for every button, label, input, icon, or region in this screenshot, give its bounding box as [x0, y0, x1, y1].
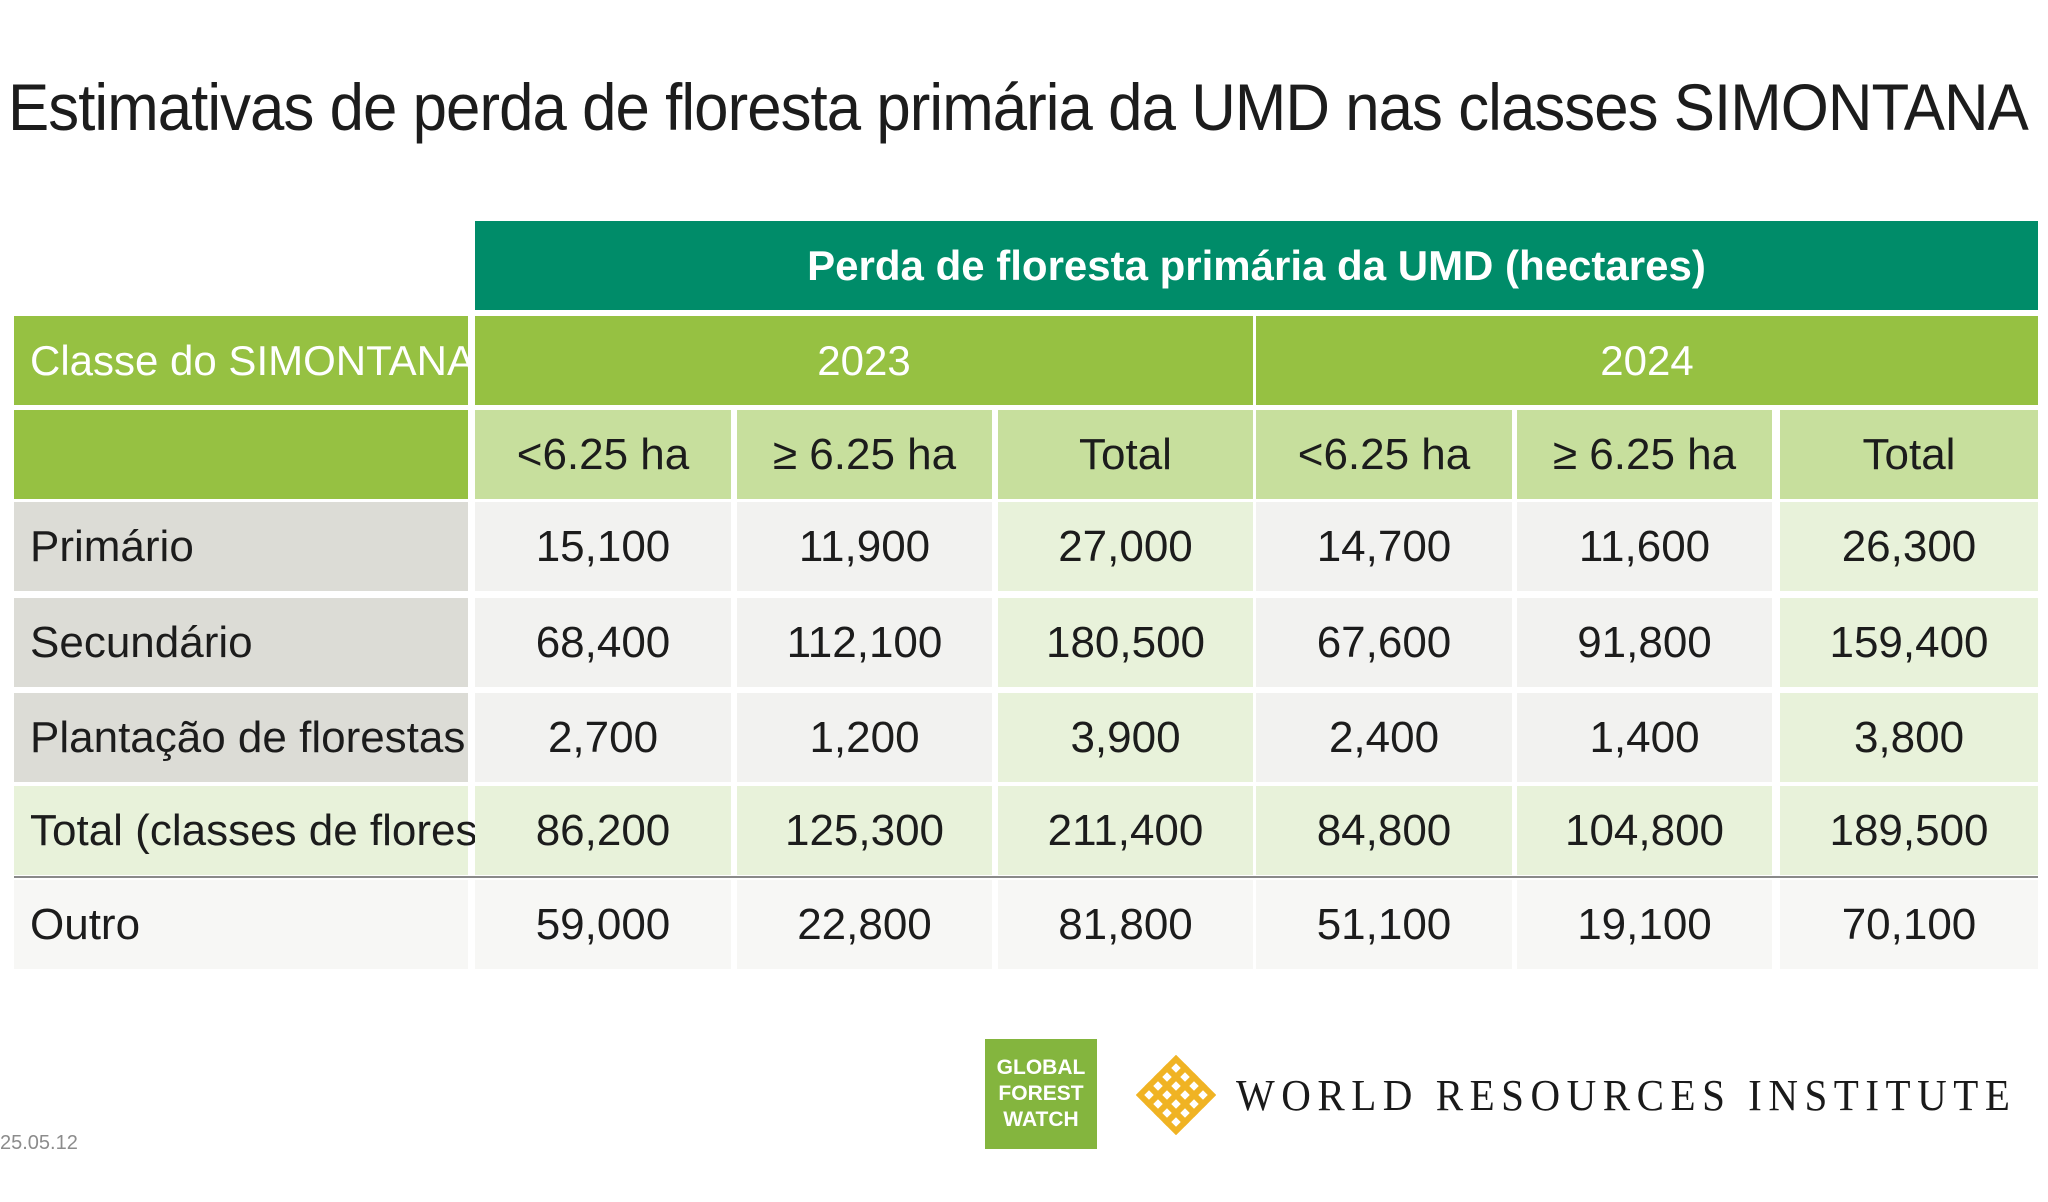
table-cell-value: 2,700	[475, 693, 731, 782]
table-cell-value: 67,600	[1256, 598, 1512, 687]
row-label: Primário	[14, 502, 468, 591]
row-label: Secundário	[14, 598, 468, 687]
row-header-label: Classe do SIMONTANA	[14, 316, 475, 405]
table-cell-value: 1,400	[1517, 693, 1772, 782]
table-cell-value: 14,700	[1256, 502, 1512, 591]
table-cell-value: 81,800	[998, 880, 1253, 969]
table-cell-value: 84,800	[1256, 786, 1512, 875]
total-row-divider	[14, 876, 2038, 878]
table-cell-value: 91,800	[1517, 598, 1772, 687]
table-cell-value: 51,100	[1256, 880, 1512, 969]
table-cell-value: 70,100	[1780, 880, 2038, 969]
date-stamp: 25.05.12	[0, 1132, 78, 1154]
column-subheader: <6.25 ha	[475, 410, 731, 499]
row-label: Plantação de florestas	[14, 693, 468, 782]
table-cell-value: 159,400	[1780, 598, 2038, 687]
gfw-logo-line: FOREST	[998, 1082, 1084, 1105]
column-subheader: <6.25 ha	[1256, 410, 1512, 499]
table-cell-value: 26,300	[1780, 502, 2038, 591]
table-cell-value: 211,400	[998, 786, 1253, 875]
column-subheader: ≥ 6.25 ha	[737, 410, 992, 499]
table-cell-value: 1,200	[737, 693, 992, 782]
row-label: Total (classes de florestas)	[14, 786, 551, 875]
wri-logo-text: WORLD RESOURCES INSTITUTE	[1236, 1071, 2017, 1120]
table-cell-value: 112,100	[737, 598, 992, 687]
table-cell-value: 68,400	[475, 598, 731, 687]
table-cell-value: 59,000	[475, 880, 731, 969]
wri-logo-icon	[1136, 1055, 1216, 1135]
gfw-logo-line: GLOBAL	[996, 1056, 1086, 1079]
gfw-logo-line: WATCH	[1003, 1108, 1079, 1131]
table-cell-value: 22,800	[737, 880, 992, 969]
table-cell-value: 125,300	[737, 786, 992, 875]
table-cell-value: 19,100	[1517, 880, 1772, 969]
year-header-2024: 2024	[1256, 316, 2038, 405]
global-forest-watch-logo: GLOBAL FOREST WATCH	[985, 1039, 1097, 1149]
table-cell-value: 11,600	[1517, 502, 1772, 591]
column-subheader: ≥ 6.25 ha	[1517, 410, 1772, 499]
row-header-spacer	[14, 410, 468, 499]
table-cell-value: 15,100	[475, 502, 731, 591]
table-cell-value: 2,400	[1256, 693, 1512, 782]
table-cell-value: 3,900	[998, 693, 1253, 782]
table-header-title: Perda de floresta primária da UMD (hecta…	[475, 221, 2038, 310]
table-cell-value: 189,500	[1780, 786, 2038, 875]
year-header-2023: 2023	[475, 316, 1253, 405]
column-subheader: Total	[998, 410, 1253, 499]
table-cell-value: 104,800	[1517, 786, 1772, 875]
page-title: Estimativas de perda de floresta primári…	[8, 70, 2029, 144]
table-cell-value: 11,900	[737, 502, 992, 591]
row-label: Outro	[14, 880, 468, 969]
table-cell-value: 180,500	[998, 598, 1253, 687]
table-cell-value: 27,000	[998, 502, 1253, 591]
column-subheader: Total	[1780, 410, 2038, 499]
table-cell-value: 3,800	[1780, 693, 2038, 782]
table-cell-value: 86,200	[475, 786, 731, 875]
